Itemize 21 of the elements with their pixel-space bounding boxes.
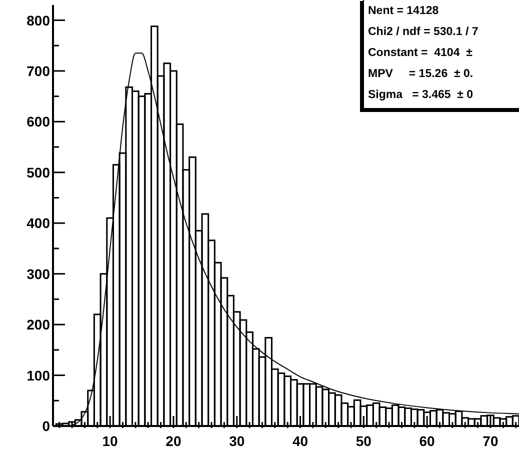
x-tick-label: 60 xyxy=(419,433,436,449)
x-tick-label: 10 xyxy=(102,433,118,449)
y-tick-label: 0 xyxy=(42,418,50,434)
y-tick-label: 100 xyxy=(26,367,50,384)
annotation: Constant = 4104 ± xyxy=(368,46,474,61)
annotation: MPV = 15.26 ± 0. xyxy=(368,67,474,82)
x-tick-label: 30 xyxy=(229,433,245,449)
annotation: Nent = 14128 xyxy=(368,4,440,19)
y-tick-label: 300 xyxy=(26,266,50,282)
x-tick-label: 20 xyxy=(166,433,182,449)
x-tick-label: 40 xyxy=(292,433,308,449)
y-tick-label: 700 xyxy=(26,62,50,79)
annotation: Chi2 / ndf = 530.1 / 7 xyxy=(368,25,480,40)
y-tick-label: 600 xyxy=(26,114,50,130)
x-tick-label: 70 xyxy=(482,433,498,449)
y-tick-label: 500 xyxy=(26,164,50,180)
y-tick-label: 200 xyxy=(26,316,50,333)
x-tick-label: 50 xyxy=(356,433,372,449)
y-tick-label: 400 xyxy=(26,215,50,232)
y-tick-label: 800 xyxy=(26,12,50,28)
annotation: Sigma = 3.465 ± 0 xyxy=(368,88,474,103)
